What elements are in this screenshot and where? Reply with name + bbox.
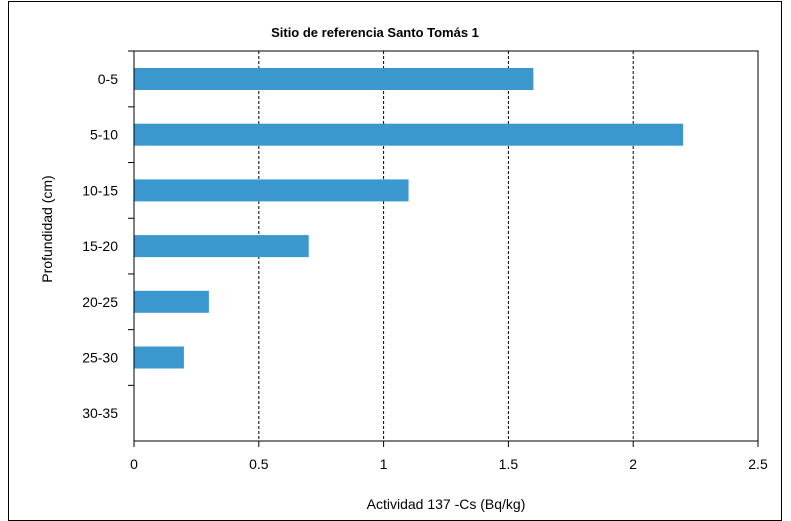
y-tick-label: 5-10 — [90, 127, 118, 143]
x-tick-label: 1 — [380, 456, 388, 472]
y-tick-label: 30-35 — [82, 405, 118, 421]
x-tick-label: 0 — [130, 456, 138, 472]
y-tick-label: 10-15 — [82, 182, 118, 198]
bar-25-30 — [134, 346, 184, 369]
bar-10-15 — [134, 179, 409, 202]
x-tick-label: 0.5 — [249, 456, 269, 472]
y-axis-label: Profundidad (cm) — [39, 175, 55, 282]
y-tick-label: 0-5 — [98, 71, 118, 87]
gridlines — [258, 51, 634, 441]
x-axis-label: Actividad 137 -Cs (Bq/kg) — [367, 496, 526, 512]
x-tick-label: 2 — [629, 456, 637, 472]
x-axis-ticks: 0 0.5 1 1.5 2 2.5 — [130, 441, 768, 472]
chart-title: Sitio de referencia Santo Tomás 1 — [271, 25, 479, 40]
bar-15-20 — [134, 235, 309, 258]
y-tick-label: 25-30 — [82, 350, 118, 366]
bars — [134, 68, 684, 369]
plot-area — [133, 50, 759, 442]
bar-20-25 — [134, 290, 209, 313]
x-tick-label: 2.5 — [748, 456, 768, 472]
y-tick-label: 15-20 — [82, 238, 118, 254]
y-axis-ticks: 0-5 5-10 10-15 15-20 20-25 25-30 30-35 — [82, 50, 134, 421]
bar-5-10 — [134, 123, 684, 146]
bar-0-5 — [134, 68, 534, 90]
y-tick-label: 20-25 — [82, 294, 118, 310]
x-tick-label: 1.5 — [499, 456, 519, 472]
